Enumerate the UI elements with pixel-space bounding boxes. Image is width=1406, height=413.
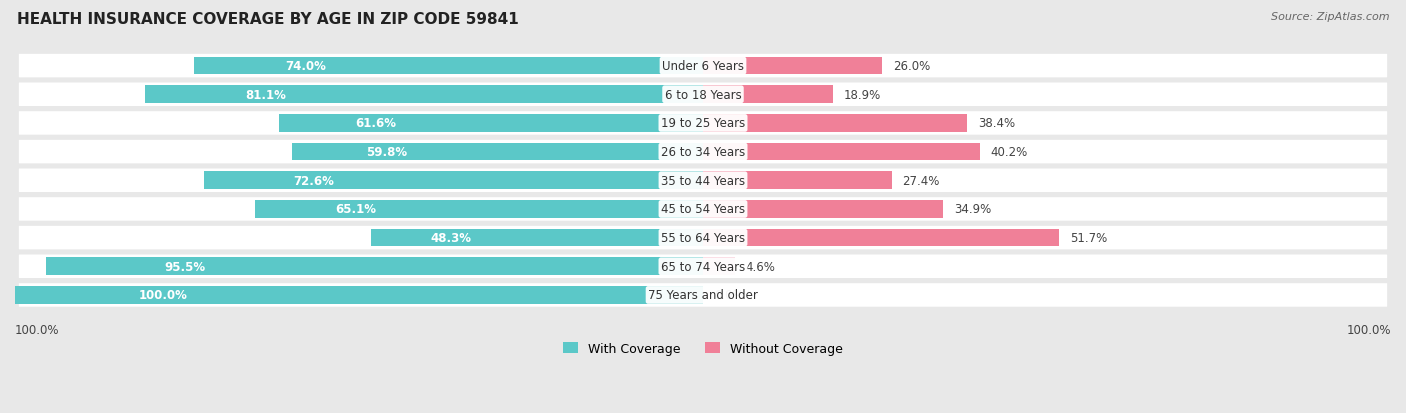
Text: 51.7%: 51.7% (1070, 232, 1107, 244)
Text: 6 to 18 Years: 6 to 18 Years (665, 88, 741, 102)
FancyBboxPatch shape (18, 226, 1388, 250)
FancyBboxPatch shape (18, 198, 1388, 221)
Bar (703, 229, 1059, 247)
Text: 0.0%: 0.0% (714, 289, 744, 302)
Text: Under 6 Years: Under 6 Years (662, 60, 744, 73)
FancyBboxPatch shape (18, 83, 1388, 107)
FancyBboxPatch shape (18, 140, 1388, 164)
Bar (145, 86, 703, 104)
Text: Source: ZipAtlas.com: Source: ZipAtlas.com (1271, 12, 1389, 22)
Text: 19 to 25 Years: 19 to 25 Years (661, 117, 745, 130)
Text: 27.4%: 27.4% (903, 174, 939, 188)
Text: 38.4%: 38.4% (979, 117, 1015, 130)
Text: 95.5%: 95.5% (165, 260, 205, 273)
Text: 100.0%: 100.0% (139, 289, 188, 302)
FancyBboxPatch shape (18, 283, 1388, 307)
Text: 81.1%: 81.1% (246, 88, 287, 102)
Text: 34.9%: 34.9% (955, 203, 991, 216)
Legend: With Coverage, Without Coverage: With Coverage, Without Coverage (558, 337, 848, 360)
Bar (371, 229, 703, 247)
FancyBboxPatch shape (18, 112, 1388, 135)
Bar (703, 115, 967, 133)
Bar (15, 286, 703, 304)
Text: 55 to 64 Years: 55 to 64 Years (661, 232, 745, 244)
Bar (291, 143, 703, 161)
Text: 100.0%: 100.0% (15, 323, 59, 336)
Text: 18.9%: 18.9% (844, 88, 882, 102)
Bar (703, 201, 943, 218)
Bar (46, 258, 703, 275)
Text: 45 to 54 Years: 45 to 54 Years (661, 203, 745, 216)
Text: HEALTH INSURANCE COVERAGE BY AGE IN ZIP CODE 59841: HEALTH INSURANCE COVERAGE BY AGE IN ZIP … (17, 12, 519, 27)
Text: 72.6%: 72.6% (294, 174, 335, 188)
Bar (703, 258, 735, 275)
Bar (280, 115, 703, 133)
Text: 59.8%: 59.8% (366, 146, 406, 159)
Bar (703, 143, 980, 161)
Text: 75 Years and older: 75 Years and older (648, 289, 758, 302)
FancyBboxPatch shape (18, 255, 1388, 278)
Text: 100.0%: 100.0% (1347, 323, 1391, 336)
Text: 40.2%: 40.2% (991, 146, 1028, 159)
Bar (194, 57, 703, 75)
Text: 48.3%: 48.3% (430, 232, 471, 244)
Text: 26 to 34 Years: 26 to 34 Years (661, 146, 745, 159)
Text: 65.1%: 65.1% (336, 203, 377, 216)
Text: 26.0%: 26.0% (893, 60, 931, 73)
FancyBboxPatch shape (18, 169, 1388, 192)
Text: 74.0%: 74.0% (285, 60, 326, 73)
Text: 61.6%: 61.6% (356, 117, 396, 130)
FancyBboxPatch shape (18, 55, 1388, 78)
Bar (703, 172, 891, 190)
Text: 4.6%: 4.6% (745, 260, 776, 273)
Bar (254, 201, 703, 218)
Bar (703, 86, 832, 104)
Text: 35 to 44 Years: 35 to 44 Years (661, 174, 745, 188)
Text: 65 to 74 Years: 65 to 74 Years (661, 260, 745, 273)
Bar (204, 172, 703, 190)
Bar (703, 57, 882, 75)
